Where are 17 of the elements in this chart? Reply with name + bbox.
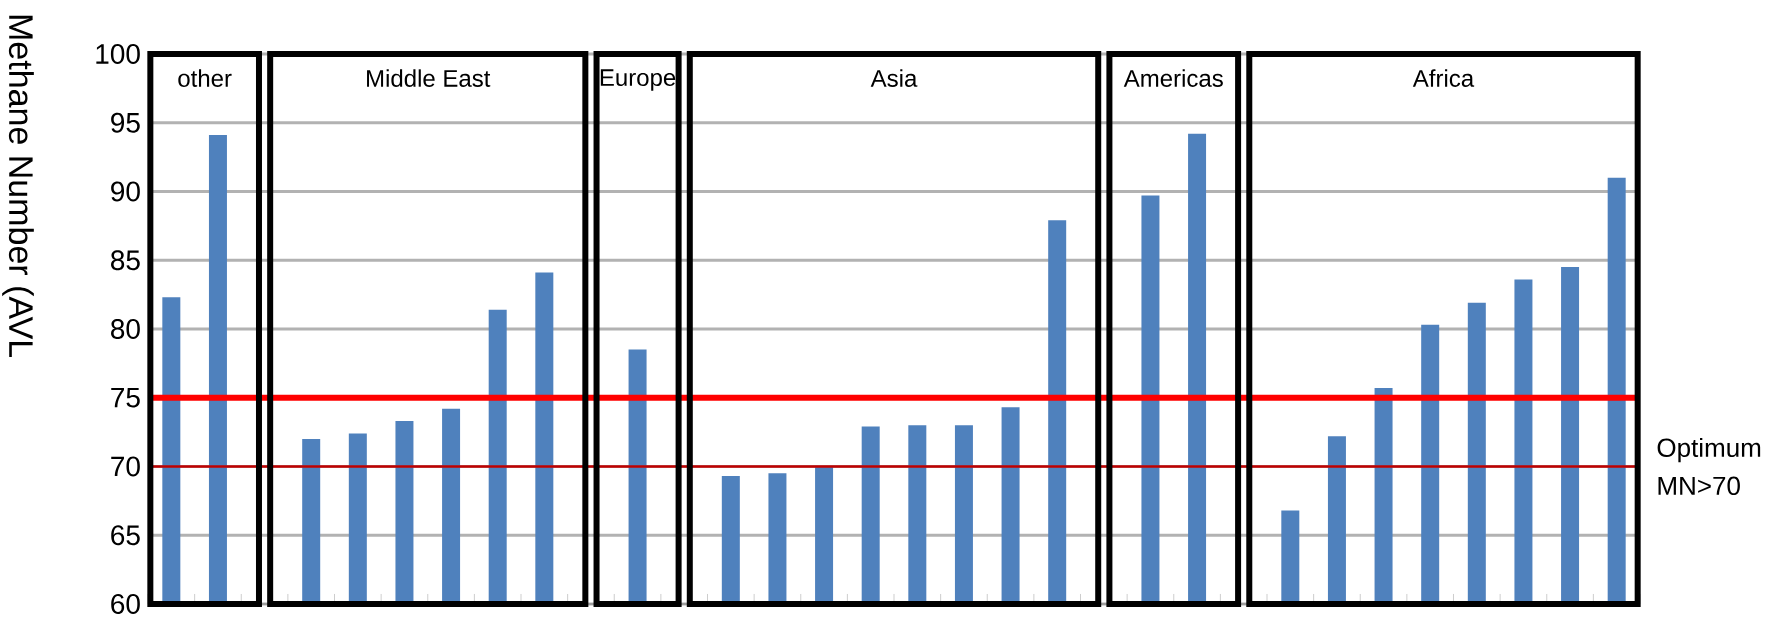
y-axis-title: Methane Number (AVL — [2, 15, 34, 358]
annotation: Asia — [870, 69, 918, 87]
y-tick-label: 60 — [111, 594, 140, 614]
y-tick-label: 95 — [111, 112, 140, 133]
annotation: Middle East — [367, 69, 491, 87]
y-tick-label: 100 — [96, 44, 140, 64]
y-tick-label: 85 — [111, 250, 140, 271]
ref-line-label: Optimum MN>70 — [1657, 437, 1761, 496]
annotation: Africa — [1412, 69, 1475, 87]
annotation: Americas — [1123, 69, 1223, 87]
annotation: Europe — [600, 69, 676, 91]
y-tick-label: 70 — [111, 456, 140, 477]
y-tick-label: 90 — [111, 181, 140, 202]
annotation: other — [178, 69, 232, 87]
y-tick-label: 75 — [111, 387, 140, 408]
y-tick-label: 65 — [111, 525, 140, 546]
y-tick-label: 80 — [111, 319, 140, 339]
